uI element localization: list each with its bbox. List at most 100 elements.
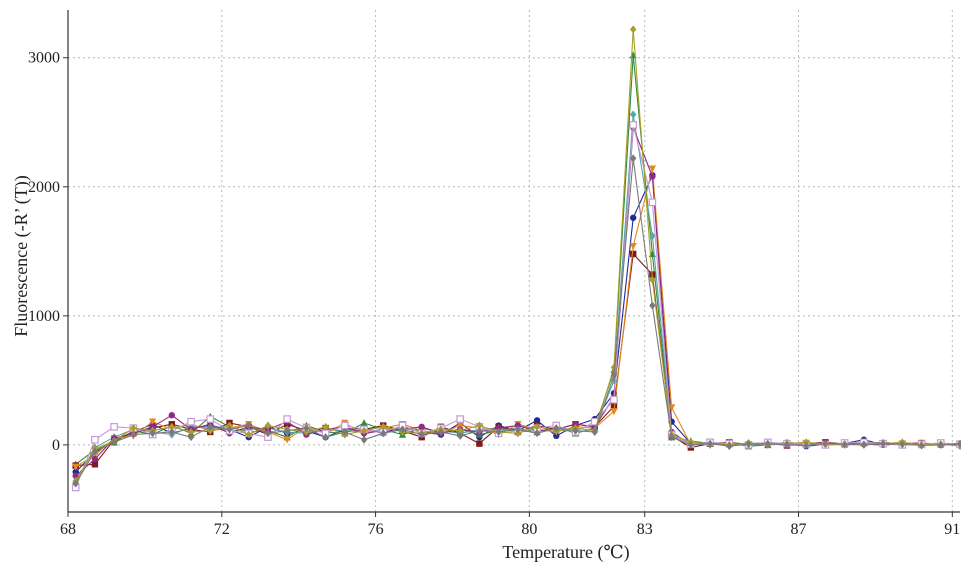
data-point — [610, 376, 618, 385]
data-point — [187, 433, 195, 442]
data-point — [629, 110, 637, 119]
data-point — [245, 430, 252, 439]
data-point — [648, 198, 657, 207]
data-point — [629, 25, 637, 34]
data-point — [533, 429, 541, 438]
y-tick-label: 1000 — [28, 308, 60, 325]
data-point — [303, 424, 310, 433]
series-2 — [72, 51, 961, 468]
y-tick-label: 3000 — [28, 50, 60, 67]
data-point — [514, 425, 522, 434]
data-point — [610, 395, 618, 404]
data-point — [841, 440, 848, 449]
grid-lines — [68, 10, 960, 512]
data-point — [937, 440, 944, 449]
data-point — [706, 439, 714, 448]
data-point — [149, 429, 156, 438]
data-point — [495, 427, 502, 436]
data-point — [360, 426, 368, 435]
data-point — [418, 423, 425, 431]
x-tick-label: 83 — [637, 521, 653, 538]
data-point — [668, 433, 675, 442]
data-point — [629, 154, 637, 163]
data-point — [956, 440, 961, 449]
y-tick-labels: 0 1000 2000 3000 — [28, 50, 60, 454]
data-point — [72, 479, 79, 488]
data-point — [899, 440, 906, 449]
data-point — [91, 461, 99, 468]
series-6 — [72, 124, 961, 480]
data-point — [110, 438, 118, 447]
data-point — [264, 429, 272, 438]
data-point — [456, 426, 464, 435]
data-point — [610, 363, 618, 372]
data-point — [283, 415, 291, 423]
data-point — [649, 301, 656, 310]
data-point — [283, 436, 291, 444]
series-line — [75, 28, 961, 482]
data-point — [476, 426, 483, 435]
data-point — [476, 421, 483, 430]
data-point — [437, 427, 445, 436]
data-point — [879, 439, 887, 448]
y-tick-label: 2000 — [28, 179, 60, 196]
data-point — [649, 173, 656, 180]
data-point — [629, 242, 637, 250]
axes — [63, 10, 960, 517]
x-tick-label: 80 — [521, 521, 537, 538]
data-point — [629, 250, 637, 258]
data-point — [168, 412, 176, 419]
data-point — [283, 426, 291, 435]
data-point — [610, 408, 618, 416]
data-point — [168, 427, 176, 436]
data-point — [91, 447, 99, 456]
data-point — [380, 422, 387, 431]
data-point — [264, 421, 272, 430]
data-point — [360, 419, 368, 427]
data-point — [745, 440, 752, 449]
data-point — [649, 275, 656, 284]
data-point — [591, 427, 598, 436]
data-point — [803, 441, 810, 450]
data-point — [629, 121, 637, 129]
data-point — [456, 422, 464, 430]
data-point — [726, 442, 733, 451]
data-point — [341, 421, 349, 430]
data-point — [341, 427, 349, 436]
x-tick-label: 72 — [214, 521, 230, 538]
series-3 — [72, 250, 961, 469]
data-point — [476, 440, 483, 447]
data-point — [380, 429, 387, 438]
series-8 — [72, 25, 961, 486]
data-point — [860, 440, 868, 449]
x-axis-title: Temperature (℃) — [502, 542, 629, 563]
data-point — [553, 432, 560, 440]
series-9 — [72, 154, 961, 488]
data-point — [918, 441, 925, 450]
y-axis-title: Fluorescence (-R’ (T)) — [11, 175, 32, 337]
plot-area — [71, 25, 961, 492]
data-point — [207, 422, 214, 431]
data-point — [649, 231, 656, 240]
data-point — [187, 427, 195, 436]
data-point — [168, 422, 176, 431]
x-tick-label: 68 — [60, 521, 76, 538]
data-point — [72, 463, 80, 471]
x-tick-label: 91 — [944, 521, 960, 538]
data-point — [130, 424, 137, 433]
data-point — [206, 415, 215, 423]
x-tick-labels: 68 72 76 80 83 87 91 — [60, 521, 960, 538]
x-tick-label: 76 — [368, 521, 384, 538]
data-point — [648, 165, 657, 173]
data-point — [360, 435, 368, 444]
data-point — [533, 422, 541, 431]
data-point — [187, 417, 195, 426]
data-point — [322, 433, 329, 442]
data-point — [572, 426, 579, 435]
x-tick-label: 87 — [791, 521, 807, 538]
data-point — [456, 415, 464, 423]
series-line — [75, 54, 961, 465]
data-point — [687, 440, 695, 449]
data-point — [783, 440, 791, 449]
